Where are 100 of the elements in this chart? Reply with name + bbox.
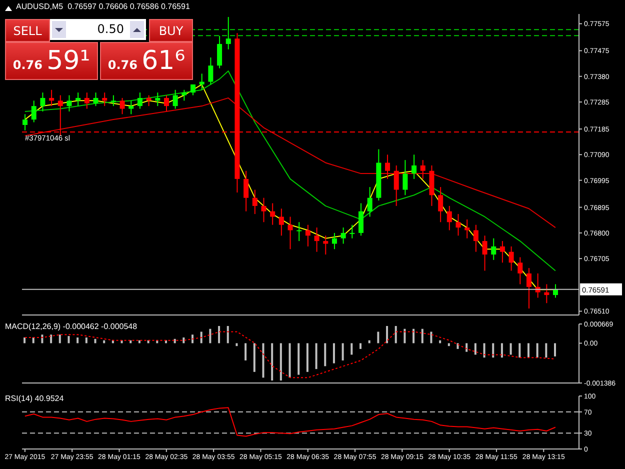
candlestick (314, 227, 320, 252)
sell-price-box: 0.76 59¹ (5, 42, 98, 80)
candlestick (482, 235, 488, 272)
bar (342, 343, 344, 360)
bar (262, 343, 264, 378)
candlestick (102, 92, 108, 107)
candlestick (155, 92, 160, 107)
bar (298, 343, 300, 375)
buy-button: BUY (149, 19, 193, 42)
candlestick (128, 100, 134, 115)
candlestick (172, 89, 178, 110)
candlestick (350, 224, 355, 239)
candlestick (244, 170, 249, 212)
candlestick (40, 92, 46, 112)
bar (466, 343, 468, 352)
candlestick (252, 189, 258, 215)
bar (510, 343, 512, 355)
chart-title: RSI(14) 40.9524 (5, 394, 64, 403)
candlestick (208, 56, 214, 85)
buy-price-box: 0.76 61⁶ (100, 42, 193, 80)
candlestick (217, 35, 222, 69)
bar (306, 343, 308, 372)
lot-size-field: 0.50 (50, 19, 146, 40)
bar (226, 326, 229, 344)
candlestick (261, 197, 266, 223)
bar (236, 343, 238, 346)
candlestick (358, 202, 364, 236)
bar (545, 343, 548, 358)
bar (332, 343, 335, 364)
bar (218, 326, 220, 344)
bar (448, 343, 450, 346)
bar (500, 343, 503, 358)
bar (536, 343, 538, 358)
candlestick (164, 94, 169, 112)
candlestick (84, 92, 90, 110)
bar (359, 343, 362, 349)
candlestick (544, 284, 550, 304)
bar (394, 326, 397, 344)
bar (324, 343, 326, 366)
line-series (24, 407, 556, 437)
candlestick (93, 92, 98, 107)
candlestick (146, 94, 152, 107)
bar (421, 328, 424, 344)
candlestick (76, 92, 81, 107)
bar (288, 343, 291, 378)
bar (58, 334, 61, 344)
candlestick (332, 232, 337, 250)
candlestick (456, 214, 461, 236)
bar (412, 328, 415, 344)
bar (377, 332, 380, 344)
candlestick (367, 186, 372, 218)
bar (68, 336, 70, 344)
candlestick (491, 238, 496, 260)
candlestick (412, 154, 417, 180)
bar (271, 343, 274, 381)
chart-title: MACD(12,26,9) -0.000462 -0.000548 (5, 322, 138, 331)
candlestick (385, 154, 390, 180)
candlestick (526, 268, 532, 310)
bar (192, 334, 194, 344)
candlestick (288, 216, 293, 250)
bar (315, 343, 318, 370)
bar (527, 343, 530, 358)
candlestick (446, 205, 452, 231)
line-series (24, 331, 556, 378)
candlestick (226, 16, 231, 50)
candlestick (199, 73, 204, 90)
bar (94, 338, 96, 344)
bar (182, 337, 185, 344)
bar (76, 337, 79, 344)
bar (24, 337, 26, 344)
candlestick (473, 224, 478, 252)
bar (253, 343, 256, 372)
bar (85, 337, 88, 344)
candlestick (402, 160, 408, 196)
candlestick (518, 256, 523, 285)
annotation: 0.50 (97, 22, 124, 36)
candlestick (66, 94, 72, 112)
candlestick (323, 235, 328, 256)
candlestick (31, 100, 36, 123)
candlestick (508, 246, 514, 272)
candlestick (22, 114, 28, 131)
chart-title: AUDUSD,M5 0.76597 0.76606 0.76586 0.76591 (16, 2, 190, 11)
bar (386, 326, 388, 344)
bar (404, 328, 406, 344)
candlestick (137, 92, 142, 110)
candlestick (394, 164, 399, 206)
bar (483, 343, 486, 358)
candlestick (438, 186, 444, 223)
candlestick (110, 94, 116, 107)
annotation: 0.76 61⁶ (108, 46, 186, 76)
candlestick (120, 97, 125, 115)
candlestick (340, 227, 346, 244)
bar (209, 328, 212, 344)
candlestick (49, 89, 54, 107)
bar (518, 343, 521, 358)
candlestick (420, 160, 426, 180)
bar (244, 343, 247, 360)
annotation: 0.76 59¹ (12, 46, 90, 76)
bar (430, 332, 432, 344)
bar (280, 343, 282, 381)
